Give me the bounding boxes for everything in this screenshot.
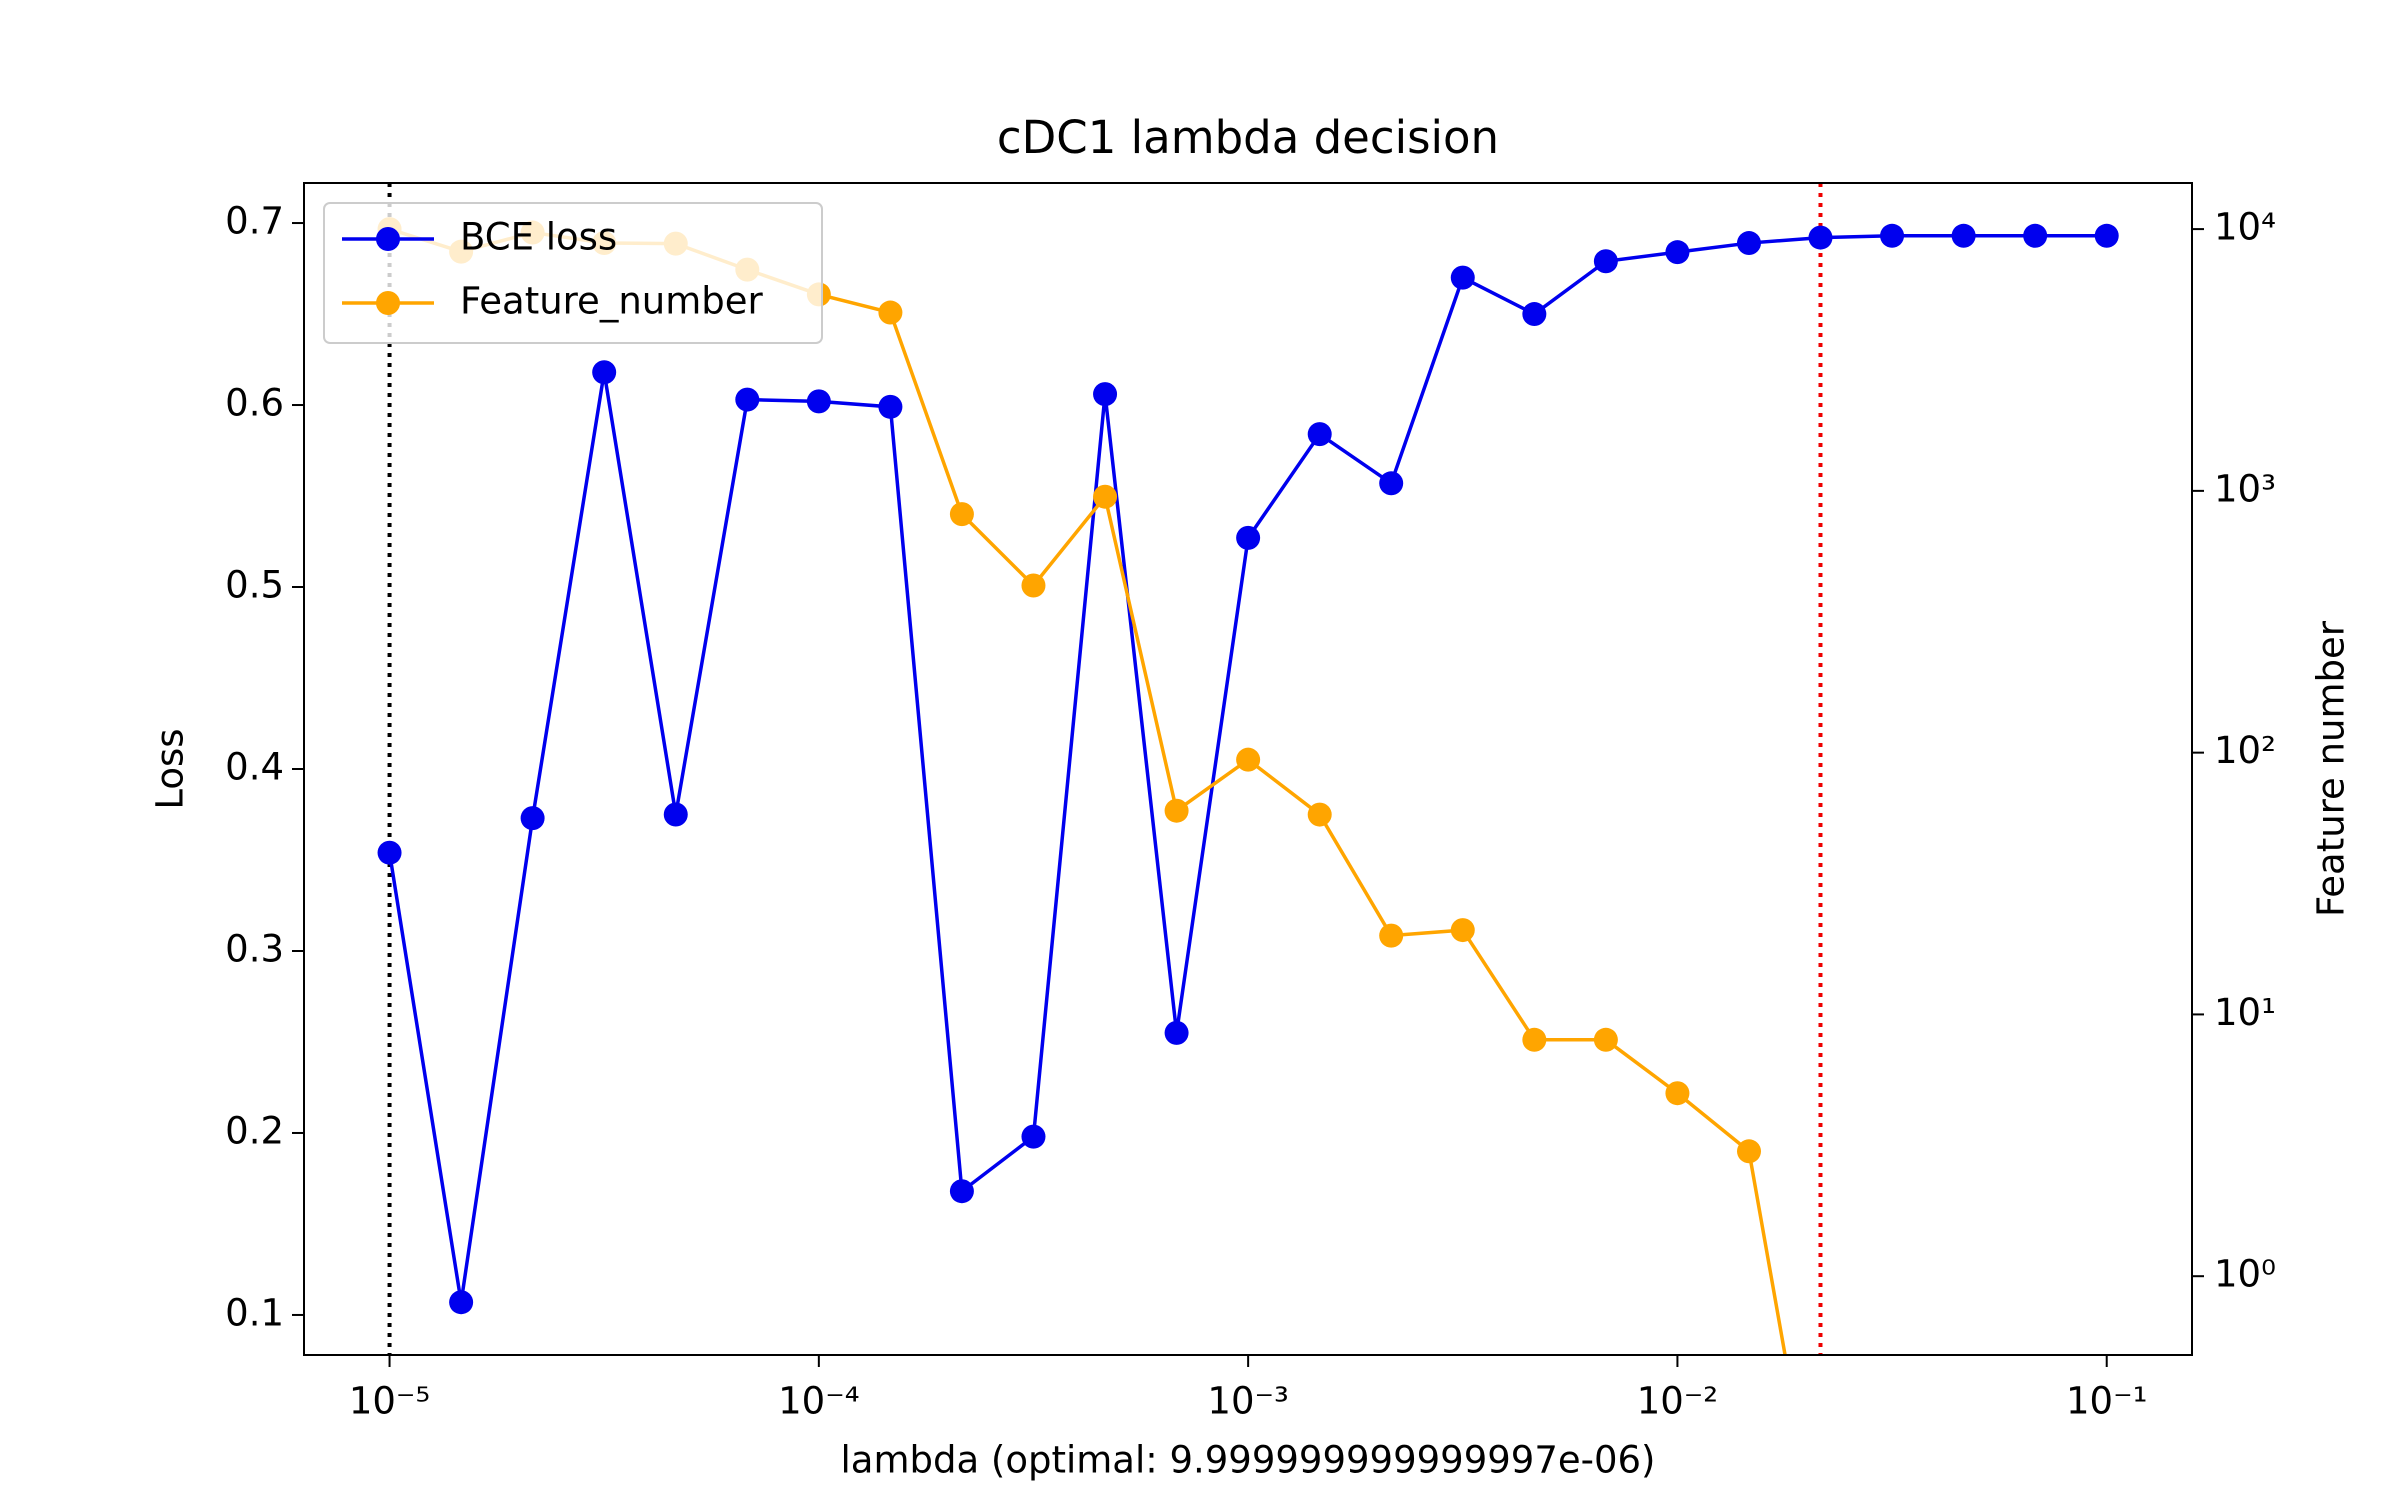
legend-marker — [376, 291, 400, 315]
data-point — [949, 1179, 974, 1204]
x-tick-label: 10⁻² — [1637, 1380, 1718, 1423]
y2-tick-label: 10¹ — [2214, 991, 2276, 1034]
data-point — [663, 802, 688, 827]
data-point — [1593, 1027, 1618, 1052]
x-axis-label: lambda (optimal: 9.999999999999997e-06) — [840, 1439, 1655, 1482]
data-point — [1236, 525, 1261, 550]
data-point — [449, 1290, 474, 1315]
x-tick-label: 10⁻³ — [1207, 1380, 1288, 1423]
y2-axis-label: Feature number — [2310, 620, 2353, 917]
data-point — [806, 389, 831, 414]
data-point — [2023, 223, 2048, 248]
y-tick-label: 0.7 — [225, 200, 284, 243]
data-point — [1450, 918, 1475, 943]
data-point — [1093, 484, 1118, 509]
data-point — [1021, 1124, 1046, 1149]
y-tick-label: 0.1 — [225, 1291, 284, 1334]
y-tick-label: 0.2 — [225, 1109, 284, 1152]
y-tick-label: 0.5 — [225, 564, 284, 607]
data-point — [1808, 225, 1833, 250]
data-point — [520, 806, 545, 831]
data-point — [1880, 223, 1905, 248]
plot-area — [377, 183, 2119, 1355]
data-point — [1450, 265, 1475, 290]
data-point — [1307, 422, 1332, 447]
legend-label: Feature_number — [460, 280, 764, 323]
x-tick-label: 10⁻⁵ — [349, 1380, 430, 1423]
x-tick-label: 10⁻¹ — [2066, 1380, 2147, 1423]
data-point — [592, 360, 617, 385]
data-point — [377, 840, 402, 865]
data-point — [1737, 231, 1762, 256]
legend-marker — [376, 227, 400, 251]
x-tick-label: 10⁻⁴ — [778, 1380, 859, 1423]
legend-label: BCE loss — [460, 216, 617, 259]
data-point — [1236, 747, 1261, 772]
data-point — [2094, 223, 2119, 248]
data-point — [1307, 802, 1332, 827]
y2-tick-label: 10⁴ — [2214, 206, 2276, 249]
data-point — [878, 394, 903, 419]
y-tick-label: 0.4 — [225, 746, 284, 789]
data-point — [1021, 573, 1046, 598]
legend-box — [323, 202, 823, 344]
y-axis-label: Loss — [149, 728, 192, 809]
data-point — [1379, 923, 1404, 948]
series-line — [389, 227, 1787, 1355]
data-point — [1737, 1139, 1762, 1164]
data-point — [1593, 249, 1618, 274]
y-tick-label: 0.3 — [225, 927, 284, 970]
data-point — [878, 300, 903, 325]
data-point — [1665, 240, 1690, 265]
data-point — [1164, 1020, 1189, 1045]
data-point — [949, 502, 974, 527]
axes-frame — [303, 182, 2193, 1356]
data-point — [1951, 223, 1976, 248]
data-point — [1093, 382, 1118, 407]
chart-title: cDC1 lambda decision — [997, 111, 1499, 164]
y2-tick-label: 10² — [2214, 729, 2276, 772]
data-point — [735, 387, 760, 412]
data-point — [1665, 1081, 1690, 1106]
data-point — [1522, 1027, 1547, 1052]
y-tick-label: 0.6 — [225, 382, 284, 425]
y2-tick-label: 10³ — [2214, 467, 2276, 510]
data-point — [1522, 302, 1547, 327]
data-point — [1379, 471, 1404, 496]
data-point — [1164, 798, 1189, 823]
y2-tick-label: 10⁰ — [2214, 1253, 2276, 1296]
